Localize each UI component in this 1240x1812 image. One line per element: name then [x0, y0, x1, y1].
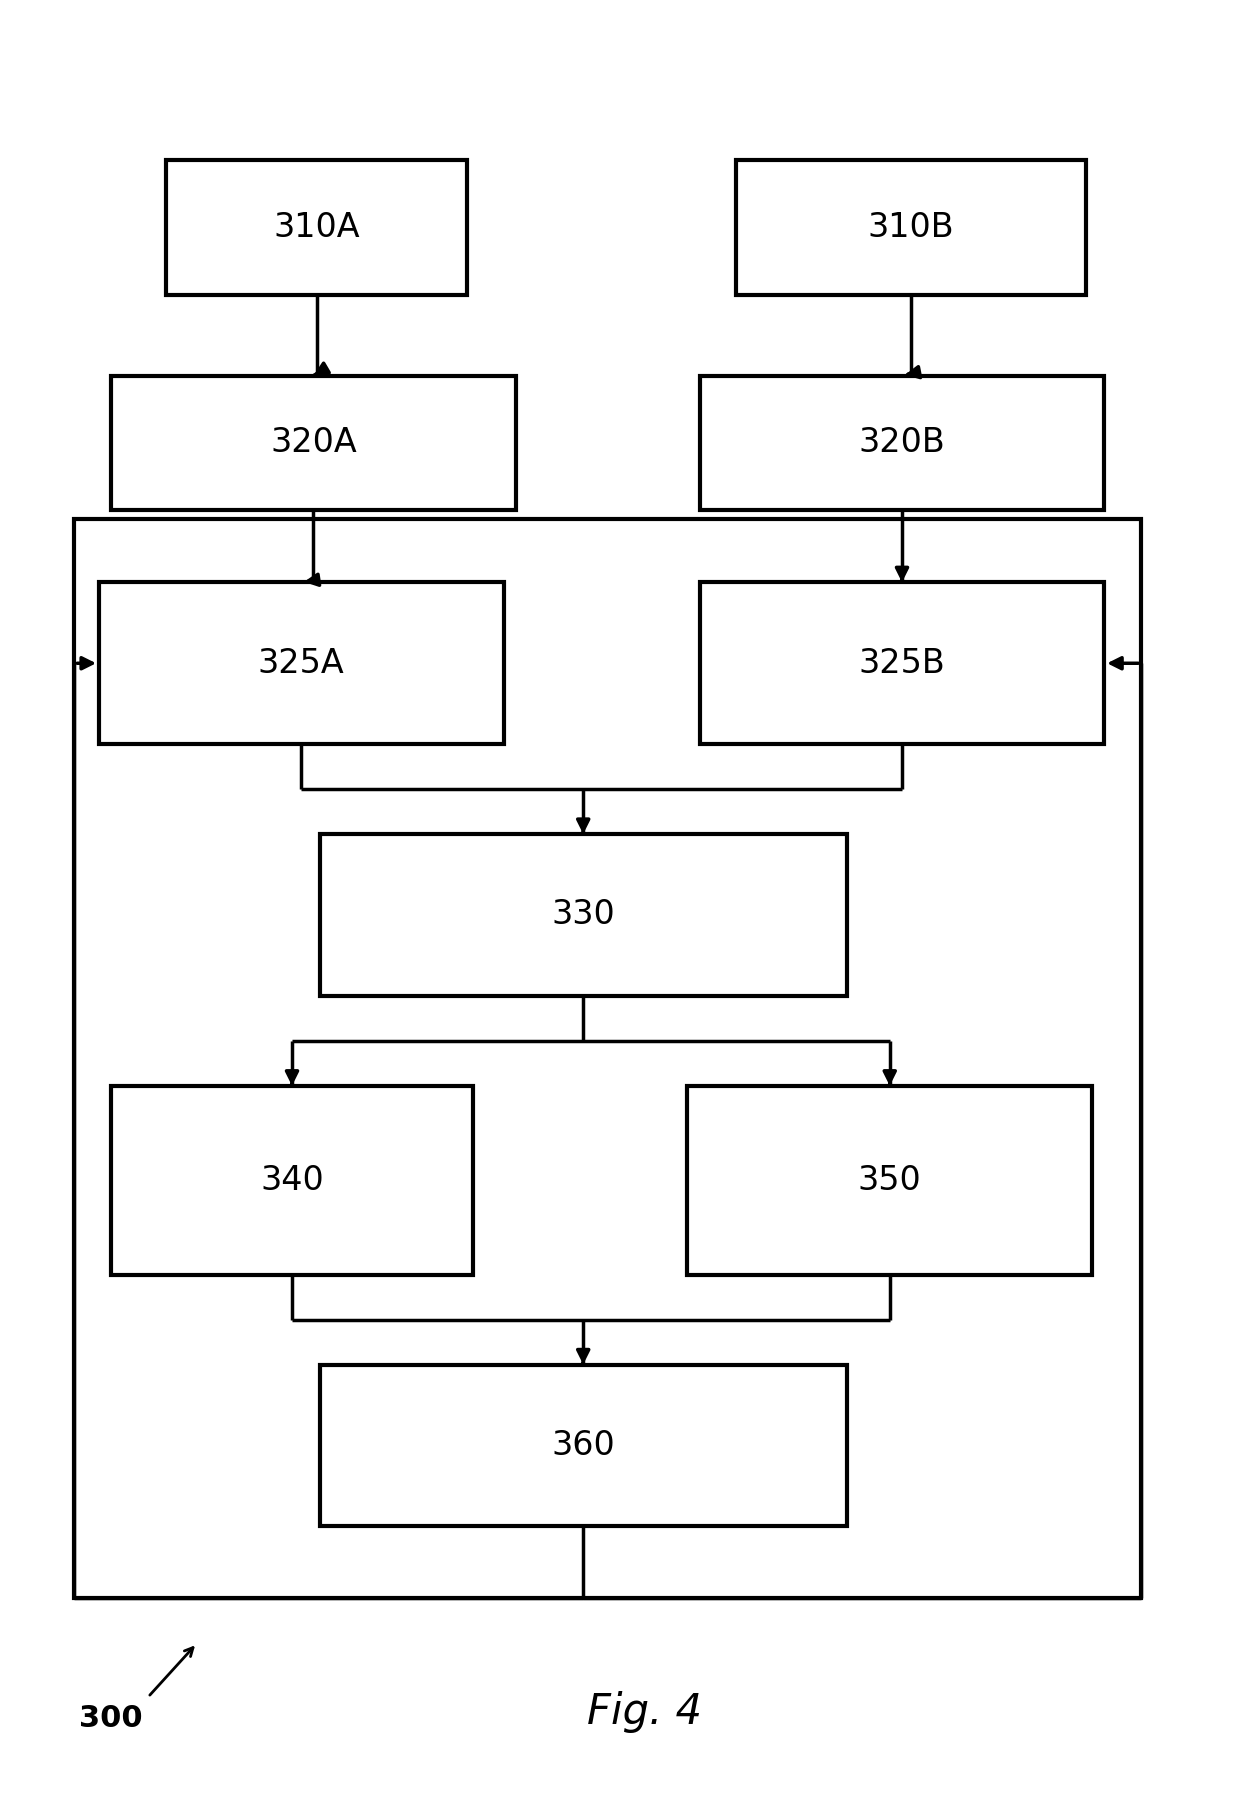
Text: 310B: 310B: [868, 210, 955, 243]
Text: 340: 340: [260, 1163, 324, 1196]
Bar: [737, 159, 1086, 295]
Text: 350: 350: [858, 1163, 921, 1196]
Bar: [699, 582, 1105, 745]
Text: 360: 360: [552, 1430, 615, 1462]
Bar: [112, 375, 516, 511]
Bar: [687, 1085, 1092, 1274]
Bar: [699, 375, 1105, 511]
Text: 320B: 320B: [858, 426, 945, 460]
Bar: [166, 159, 466, 295]
Text: 325B: 325B: [858, 647, 945, 680]
Text: 330: 330: [552, 899, 615, 931]
Text: 310A: 310A: [273, 210, 360, 243]
Bar: [99, 582, 503, 745]
Bar: [320, 1364, 847, 1526]
Bar: [112, 1085, 472, 1274]
Bar: [74, 520, 1141, 1598]
Text: 300: 300: [79, 1705, 143, 1734]
Bar: [320, 834, 847, 997]
Text: Fig. 4: Fig. 4: [587, 1691, 702, 1732]
Text: 325A: 325A: [258, 647, 345, 680]
Text: 320A: 320A: [270, 426, 357, 460]
